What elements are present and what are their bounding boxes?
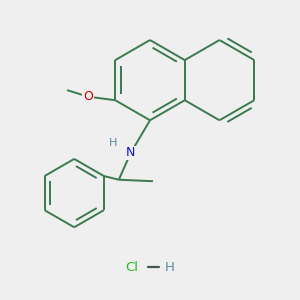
Text: H: H	[164, 261, 174, 274]
Text: Cl: Cl	[126, 261, 139, 274]
Text: N: N	[126, 146, 135, 160]
Text: H: H	[109, 138, 117, 148]
Text: O: O	[83, 90, 93, 103]
